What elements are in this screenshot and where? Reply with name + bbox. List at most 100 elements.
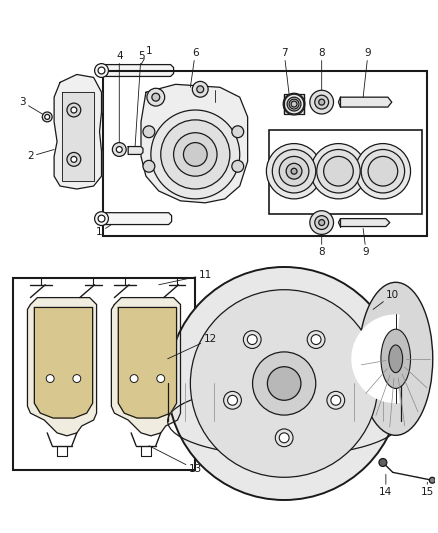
Circle shape: [98, 67, 105, 74]
Circle shape: [272, 149, 316, 193]
Circle shape: [152, 93, 160, 101]
Circle shape: [429, 477, 435, 483]
Polygon shape: [34, 308, 92, 418]
Circle shape: [244, 330, 261, 349]
Circle shape: [67, 152, 81, 166]
Circle shape: [291, 168, 297, 174]
Bar: [103, 70, 427, 237]
Polygon shape: [128, 147, 143, 155]
Text: 14: 14: [379, 474, 392, 497]
Circle shape: [331, 395, 341, 405]
Circle shape: [319, 99, 325, 105]
Polygon shape: [102, 213, 172, 224]
Circle shape: [73, 375, 81, 383]
Circle shape: [228, 395, 237, 405]
Text: 7: 7: [281, 48, 289, 94]
Ellipse shape: [267, 367, 301, 400]
Text: 15: 15: [420, 482, 434, 497]
Bar: [13, 278, 195, 471]
Circle shape: [324, 156, 353, 186]
Ellipse shape: [389, 345, 403, 373]
Circle shape: [275, 429, 293, 447]
Polygon shape: [102, 64, 173, 76]
Polygon shape: [111, 297, 180, 436]
Circle shape: [184, 143, 207, 166]
Ellipse shape: [253, 352, 316, 415]
Ellipse shape: [291, 101, 297, 107]
Text: 2: 2: [27, 149, 54, 161]
Circle shape: [71, 156, 77, 163]
Wedge shape: [351, 314, 399, 403]
Polygon shape: [339, 97, 392, 107]
Bar: [269, 130, 422, 214]
Circle shape: [95, 63, 109, 77]
Circle shape: [361, 149, 405, 193]
Circle shape: [130, 375, 138, 383]
Text: 3: 3: [19, 97, 47, 117]
Ellipse shape: [289, 99, 299, 109]
Circle shape: [151, 110, 240, 199]
Circle shape: [113, 143, 126, 156]
Circle shape: [161, 120, 230, 189]
Circle shape: [232, 160, 244, 172]
Circle shape: [143, 160, 155, 172]
Polygon shape: [54, 75, 102, 189]
Circle shape: [143, 126, 155, 138]
Circle shape: [157, 375, 165, 383]
Text: 1: 1: [141, 46, 152, 64]
Circle shape: [67, 103, 81, 117]
Circle shape: [266, 143, 321, 199]
Text: 6: 6: [191, 48, 198, 87]
Circle shape: [319, 220, 325, 225]
Ellipse shape: [191, 290, 378, 477]
Text: 1: 1: [96, 224, 111, 237]
Circle shape: [173, 133, 217, 176]
Text: 8: 8: [318, 235, 325, 257]
Circle shape: [46, 375, 54, 383]
Text: 13: 13: [149, 446, 202, 474]
Circle shape: [327, 391, 345, 409]
Circle shape: [368, 156, 398, 186]
Text: 8: 8: [318, 48, 325, 90]
Ellipse shape: [381, 329, 410, 389]
Ellipse shape: [287, 97, 301, 111]
Text: 4: 4: [116, 51, 123, 143]
Ellipse shape: [359, 282, 433, 435]
Polygon shape: [141, 84, 247, 203]
Circle shape: [232, 126, 244, 138]
Circle shape: [310, 90, 333, 114]
Circle shape: [317, 149, 360, 193]
Circle shape: [71, 107, 77, 113]
Circle shape: [197, 86, 204, 93]
Circle shape: [192, 82, 208, 97]
Circle shape: [98, 215, 105, 222]
Ellipse shape: [283, 93, 305, 115]
Text: 10: 10: [373, 289, 399, 310]
Circle shape: [315, 95, 328, 109]
Polygon shape: [118, 308, 177, 418]
Text: 9: 9: [363, 229, 369, 257]
Circle shape: [379, 458, 387, 466]
Ellipse shape: [168, 267, 401, 500]
Text: 5: 5: [135, 51, 144, 147]
Polygon shape: [339, 219, 390, 227]
Circle shape: [147, 88, 165, 106]
Circle shape: [311, 143, 366, 199]
Circle shape: [247, 335, 257, 344]
Circle shape: [315, 216, 328, 230]
Circle shape: [286, 163, 302, 179]
Circle shape: [45, 115, 49, 119]
Circle shape: [355, 143, 410, 199]
Circle shape: [117, 147, 122, 152]
Circle shape: [224, 391, 241, 409]
Circle shape: [310, 211, 333, 235]
Text: 12: 12: [168, 334, 217, 359]
Circle shape: [311, 335, 321, 344]
Polygon shape: [28, 297, 96, 436]
Text: 9: 9: [363, 48, 371, 97]
Circle shape: [279, 156, 309, 186]
Circle shape: [42, 112, 52, 122]
Polygon shape: [62, 92, 94, 181]
Circle shape: [95, 212, 109, 225]
Bar: [284, 94, 304, 114]
